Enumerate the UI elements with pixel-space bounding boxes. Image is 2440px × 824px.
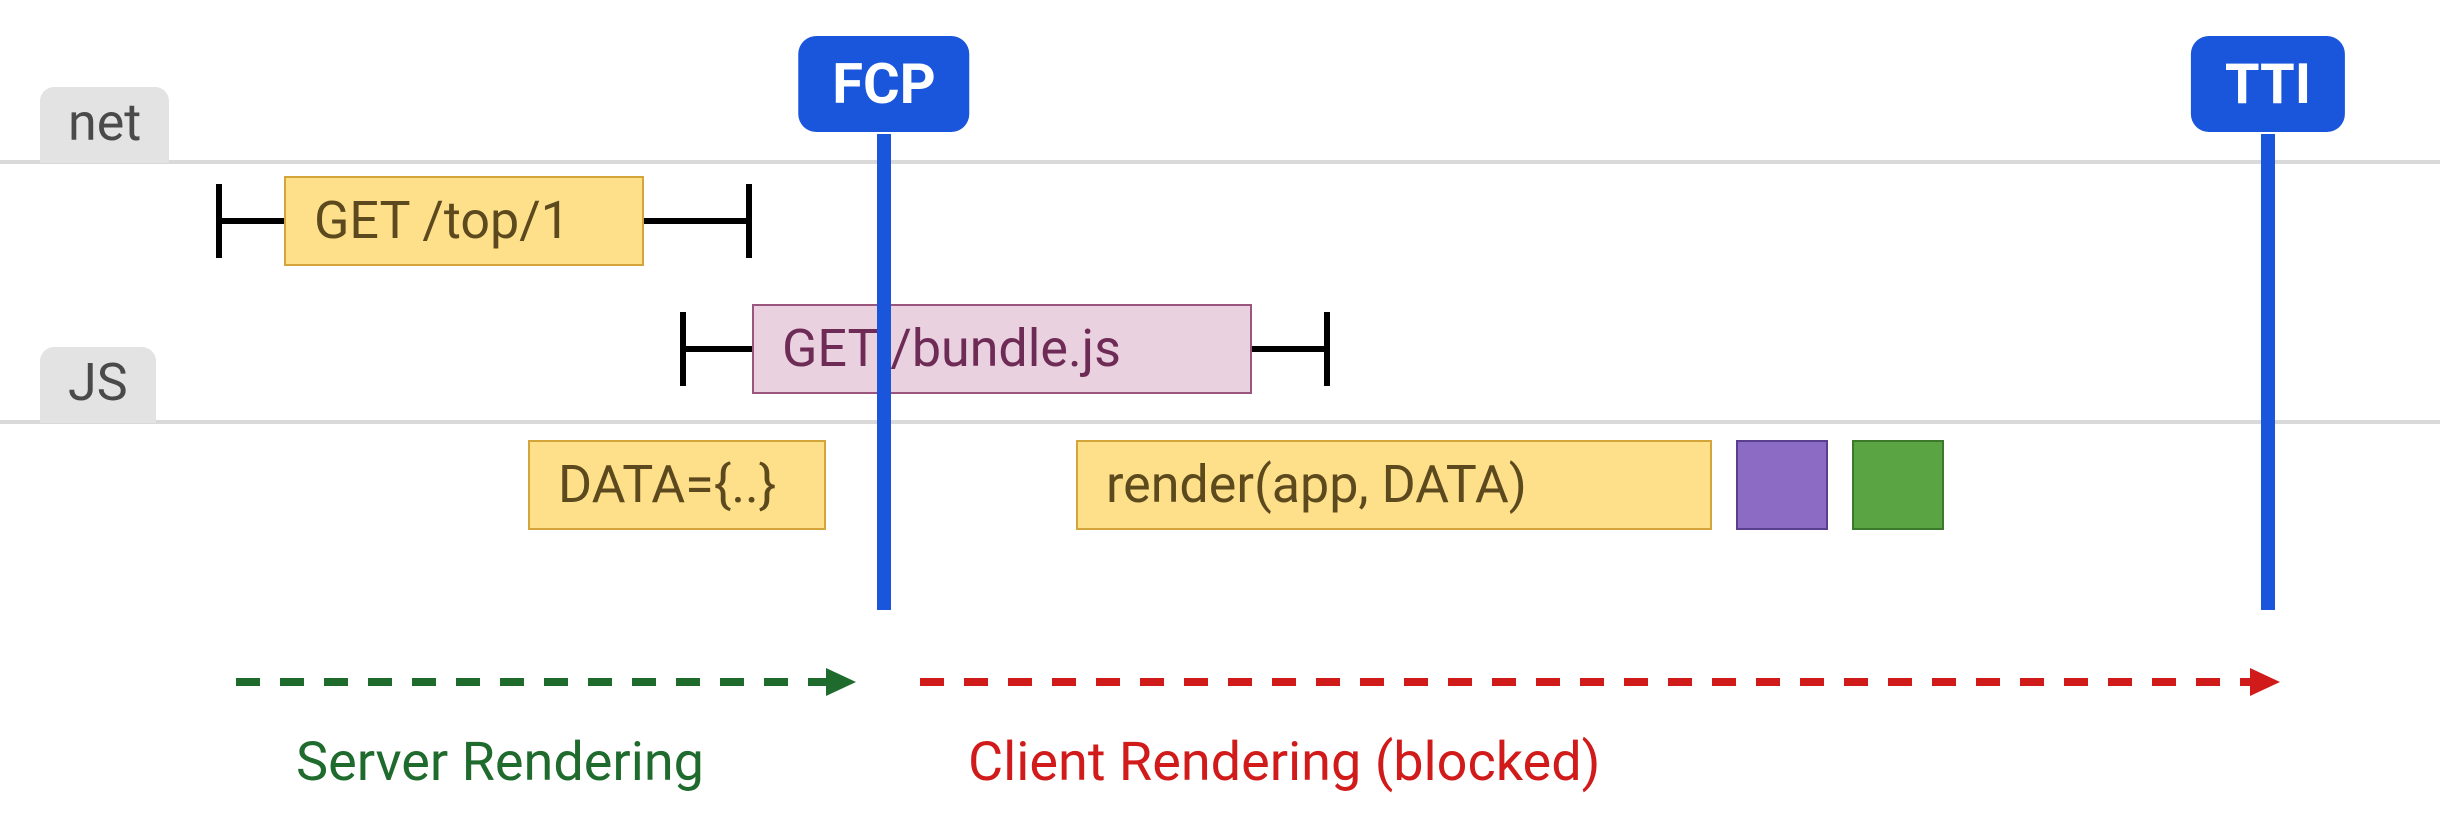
track-label-net: net	[40, 87, 169, 163]
track-line-js	[0, 420, 2440, 424]
chip-green-chip	[1852, 440, 1944, 530]
net-box-get-top: GET /top/1	[284, 176, 644, 266]
timeline-diagram: net JS GET /top/1 GET /bundle.js DATA={..} re…	[0, 0, 2440, 824]
phase-label-server: Server Rendering	[296, 736, 704, 790]
phase-label-client: Client Rendering (blocked)	[968, 736, 1600, 790]
marker-line-fcp	[877, 134, 891, 610]
arrow-client-rendering	[920, 662, 2280, 702]
marker-line-tti	[2261, 134, 2275, 610]
marker-flag-tti: TTI	[2191, 36, 2345, 132]
chip-purple-chip	[1736, 440, 1828, 530]
js-box-render-box: render(app, DATA)	[1076, 440, 1712, 530]
js-box-data-box: DATA={..}	[528, 440, 826, 530]
track-label-js: JS	[40, 347, 156, 423]
marker-flag-fcp: FCP	[798, 36, 969, 132]
arrow-server-rendering	[236, 662, 856, 702]
net-box-get-bundle: GET /bundle.js	[752, 304, 1252, 394]
track-line-net	[0, 160, 2440, 164]
